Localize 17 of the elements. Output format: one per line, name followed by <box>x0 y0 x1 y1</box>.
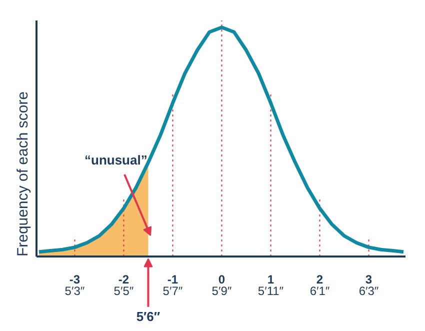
text: 5′11″ <box>258 284 284 298</box>
y-axis-title: Frequency of each score <box>14 91 32 257</box>
x-tick-label: 2 <box>316 272 324 286</box>
text: 5′7″ <box>162 284 184 298</box>
x-tick-label: 1 <box>267 272 274 286</box>
x-tick-label: -2 <box>118 272 130 286</box>
x-tick-label: -3 <box>69 272 80 286</box>
text: 5′5″ <box>114 284 134 298</box>
x-tick-label: 3 <box>365 272 372 286</box>
text: 6′3″ <box>358 284 380 298</box>
annotation: “unusual” <box>84 152 148 168</box>
text: 6′1″ <box>310 284 330 298</box>
x-tick-label: -1 <box>167 272 178 286</box>
text: 5′6″ <box>136 309 160 324</box>
text: 5′3″ <box>64 284 86 298</box>
x-tick-label: 0 <box>218 272 226 286</box>
text: 5′9″ <box>212 284 232 298</box>
